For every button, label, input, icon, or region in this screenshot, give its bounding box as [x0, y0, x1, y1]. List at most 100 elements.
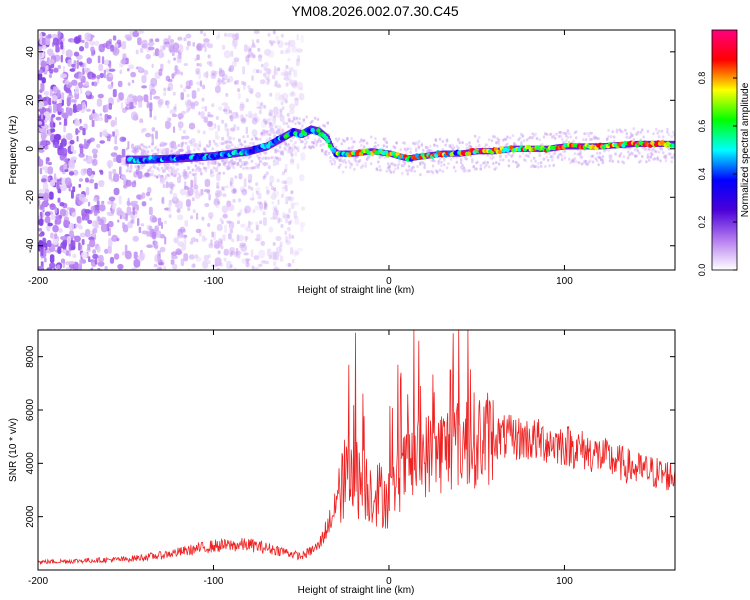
- heatmap-cell: [431, 171, 435, 175]
- heatmap-cell: [53, 104, 57, 113]
- heatmap-cell: [455, 160, 459, 164]
- heatmap-cell: [172, 42, 180, 51]
- heatmap-cell: [217, 81, 221, 86]
- heatmap-cell: [258, 263, 263, 267]
- heatmap-cell: [183, 238, 187, 247]
- heatmap-cell: [652, 132, 655, 136]
- heatmap-cell: [507, 164, 511, 168]
- heatmap-cell: [101, 130, 109, 137]
- heatmap-cell: [238, 173, 243, 180]
- heatmap-cell: [465, 157, 468, 161]
- heatmap-cell: [358, 159, 362, 162]
- heatmap-cell: [379, 168, 383, 172]
- heatmap-cell: [76, 216, 82, 224]
- heatmap-cell: [92, 158, 98, 166]
- heatmap-cell: [99, 140, 105, 144]
- heatmap-cell: [77, 82, 83, 89]
- heatmap-peak: [497, 149, 503, 155]
- y-tick-label: 8000: [25, 345, 36, 368]
- heatmap-cell: [215, 116, 219, 120]
- heatmap-cell: [45, 215, 51, 224]
- heatmap-cell: [40, 247, 44, 257]
- heatmap-cell: [293, 69, 298, 78]
- heatmap-cell: [65, 107, 69, 114]
- heatmap-cell: [341, 170, 345, 174]
- heatmap-cell: [184, 100, 191, 106]
- heatmap-cell: [208, 242, 214, 249]
- heatmap-cell: [302, 118, 306, 122]
- heatmap-cell: [167, 87, 171, 92]
- heatmap-cell: [586, 132, 589, 136]
- heatmap-cell: [121, 148, 126, 158]
- heatmap-cell: [377, 143, 380, 147]
- heatmap-cell: [59, 208, 67, 217]
- heatmap-cell: [96, 74, 101, 80]
- heatmap-cells: [38, 30, 675, 270]
- heatmap-cell: [41, 77, 46, 84]
- heatmap-cell: [179, 233, 185, 239]
- heatmap-cell: [490, 139, 494, 143]
- heatmap-cell: [38, 72, 43, 81]
- heatmap-cell: [76, 135, 79, 142]
- heatmap-cell: [197, 129, 201, 134]
- heatmap-cell: [127, 166, 130, 170]
- heatmap-cell: [249, 141, 252, 145]
- heatmap-cell: [284, 99, 288, 104]
- heatmap-cell: [350, 163, 353, 167]
- heatmap-cell: [243, 140, 247, 144]
- heatmap-cell: [151, 63, 154, 69]
- heatmap-cell: [141, 74, 147, 84]
- heatmap-cell: [267, 156, 270, 160]
- heatmap-cell: [54, 233, 58, 239]
- heatmap-cell: [325, 150, 328, 153]
- heatmap-cell: [228, 233, 232, 240]
- heatmap-cell: [89, 268, 94, 270]
- heatmap-cell: [163, 220, 167, 225]
- snr-axes: -200 -100 0 100 2000 4000 6000 8000: [25, 330, 675, 587]
- heatmap-cell: [440, 160, 443, 164]
- heatmap-cell: [248, 47, 252, 52]
- heatmap-cell: [193, 184, 199, 190]
- heatmap-cell: [81, 101, 86, 110]
- heatmap-cell: [323, 124, 327, 128]
- heatmap-cell: [189, 140, 193, 144]
- y-tick-label: 4000: [25, 452, 36, 475]
- heatmap-cell: [194, 164, 197, 168]
- heatmap-cell: [74, 235, 81, 243]
- heatmap-cell: [433, 159, 436, 163]
- heatmap-cell: [183, 37, 187, 42]
- heatmap-cell: [148, 225, 153, 231]
- heatmap-cell: [110, 44, 114, 52]
- heatmap-cell: [251, 114, 255, 118]
- heatmap-cell: [575, 136, 578, 140]
- heatmap-cell: [50, 214, 56, 220]
- heatmap-cell: [262, 211, 266, 216]
- heatmap-cell: [238, 234, 244, 242]
- heatmap-cell: [189, 241, 194, 245]
- heatmap-cell: [268, 50, 275, 58]
- heatmap-cell: [53, 67, 59, 73]
- heatmap-cell: [434, 139, 438, 142]
- heatmap-cell: [148, 168, 151, 172]
- heatmap-cell: [468, 169, 471, 173]
- heatmap-cell: [198, 111, 201, 116]
- heatmap-cell: [96, 143, 101, 149]
- heatmap-cell: [81, 251, 88, 259]
- heatmap-cell: [264, 260, 268, 265]
- heatmap-cell: [251, 75, 254, 81]
- heatmap-cell: [229, 252, 233, 257]
- heatmap-cell: [285, 236, 289, 243]
- heatmap-cell: [82, 168, 89, 174]
- heatmap-cell: [631, 152, 634, 156]
- heatmap-cell: [559, 134, 562, 138]
- heatmap-cell: [265, 186, 269, 190]
- heatmap-cell: [563, 156, 567, 160]
- heatmap-cell: [81, 259, 87, 264]
- heatmap-cell: [196, 54, 200, 61]
- heatmap-cell: [124, 244, 128, 254]
- heatmap-cell: [180, 92, 184, 101]
- heatmap-cell: [289, 157, 295, 166]
- heatmap-cell: [250, 44, 257, 49]
- heatmap-cell: [289, 70, 292, 76]
- heatmap-cell: [607, 148, 610, 152]
